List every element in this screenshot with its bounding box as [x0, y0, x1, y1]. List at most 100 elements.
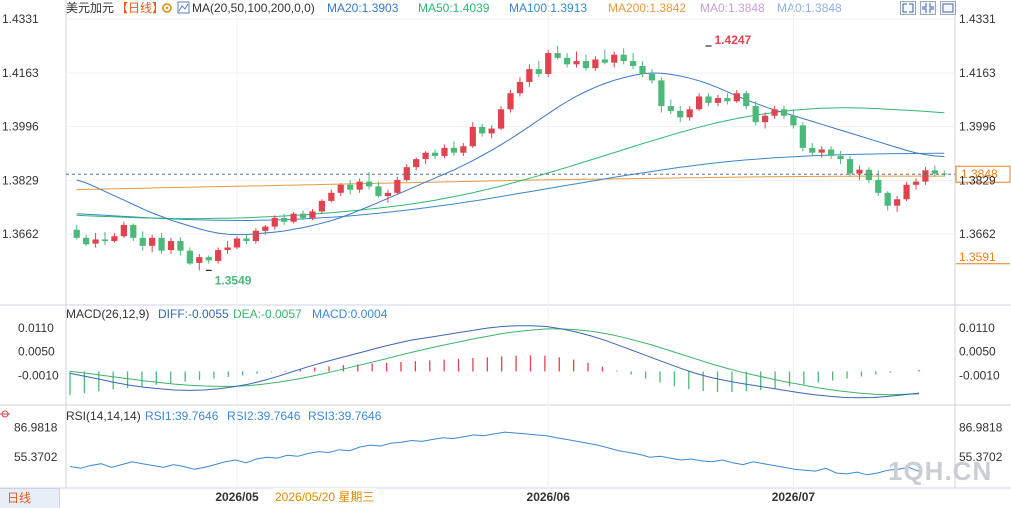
candle-body	[799, 125, 806, 148]
price-tick-label-right: 1.3662	[959, 227, 996, 241]
last-price-label: 1.3848	[961, 167, 998, 181]
candle-body	[139, 237, 146, 246]
candle-body	[516, 81, 524, 94]
extreme-value-label: 1.4247	[715, 33, 752, 47]
candle-body	[365, 181, 373, 187]
candle-body	[337, 184, 344, 193]
ma0-label-b: MA0:1.3848	[777, 1, 842, 15]
candle-body	[111, 236, 118, 242]
candle-body	[771, 109, 778, 116]
candle-body	[149, 237, 156, 246]
time-tick-label: 2026/06	[527, 490, 571, 504]
last-price-box	[955, 165, 1011, 183]
candle-body	[479, 126, 486, 134]
candle-body	[488, 128, 495, 134]
rsi1-label: RSI1:39.7646	[145, 409, 219, 423]
ma-params-label: MA(20,50,100,200,0,0)	[192, 1, 315, 15]
macd-tick-label-left: -0.0010	[18, 368, 59, 382]
crosshair-date-label: 2026/05/20 星期三	[273, 488, 377, 506]
candle-body	[912, 181, 920, 185]
candle-body	[158, 237, 165, 251]
candle-body	[563, 57, 571, 65]
candle-body	[828, 149, 835, 156]
secondary-price-label: 1.3591	[959, 250, 996, 264]
candle-body	[83, 237, 90, 245]
price-tick-label-left: 1.3996	[2, 120, 39, 134]
candle-body	[780, 109, 788, 116]
macd-dea-line	[69, 328, 920, 396]
candle-body	[922, 170, 929, 182]
rsi3-label: RSI3:39.7646	[308, 409, 382, 423]
candle-body	[714, 98, 722, 103]
price-tick-label-right: 1.4163	[959, 66, 996, 80]
candle-body	[460, 146, 467, 153]
macd-tick-label-right: 0.0110	[959, 321, 995, 335]
time-tick-label: 2026/05	[215, 490, 259, 504]
ma100-line	[76, 152, 945, 221]
candle-body	[469, 126, 476, 147]
rsi-tick-label-right: 55.3702	[959, 450, 1003, 464]
candle-body	[299, 213, 307, 218]
candle-body	[177, 241, 184, 251]
candle-body	[573, 61, 580, 65]
candle-body	[167, 241, 175, 251]
candle-body	[318, 200, 326, 212]
rsi-tick-label-left: 55.3702	[14, 450, 58, 464]
price-tick-label-left: 1.3662	[2, 227, 39, 241]
fullscreen-button[interactable]	[940, 1, 956, 15]
candle-body	[422, 152, 429, 160]
candle-body	[611, 54, 618, 63]
price-tick-label-left: 1.4331	[2, 12, 39, 26]
zoom-in-button[interactable]	[900, 1, 916, 15]
candle-body	[394, 179, 401, 193]
watermark-logo: 1QH.CN	[888, 456, 993, 486]
candle-body	[441, 147, 448, 156]
candle-body	[875, 179, 882, 193]
candle-body	[262, 226, 269, 231]
extreme-value-label: 1.3549	[215, 273, 252, 287]
candle-body	[252, 230, 259, 242]
candle-body	[639, 65, 646, 74]
ma200-label: MA200:1.3842	[608, 1, 686, 15]
candle-body	[894, 199, 901, 206]
zoom-fit-button[interactable]	[920, 1, 936, 15]
crosshair-icon[interactable]	[0, 410, 10, 418]
candle-body	[120, 224, 127, 237]
candle-body	[648, 73, 656, 81]
macd-tick-label-right: -0.0010	[959, 368, 1000, 382]
candle-body	[865, 169, 872, 180]
candle-body	[818, 149, 825, 153]
candle-body	[356, 181, 363, 190]
candle-body	[431, 152, 439, 156]
price-tick-label-right: 1.3829	[959, 173, 996, 187]
period-tab-daily[interactable]: 日线	[0, 488, 60, 508]
macd-tick-label-left: 0.0050	[18, 345, 55, 359]
instrument-title: 美元加元	[66, 1, 114, 15]
time-tick-label: 2026/07	[772, 490, 816, 504]
candle-body	[846, 159, 854, 174]
candle-body	[582, 61, 590, 69]
candle-body	[705, 96, 712, 103]
macd-tick-label-right: 0.0050	[959, 345, 996, 359]
candle-body	[413, 159, 420, 168]
candle-body	[271, 217, 278, 227]
candle-body	[695, 96, 703, 110]
rsi-tick-label-left: 86.9818	[14, 420, 58, 434]
ma-indicator-icon[interactable]	[177, 1, 190, 14]
ma200-line	[76, 175, 945, 191]
candle-body	[856, 169, 863, 174]
rsi-tick-label-right: 86.9818	[959, 420, 1003, 434]
candle-body	[507, 93, 514, 110]
candle-body	[752, 106, 759, 123]
macd-dea-label: DEA:-0.0057	[233, 307, 302, 321]
settings-icon[interactable]	[162, 3, 172, 13]
macd-layer	[69, 325, 920, 399]
rsi-params-label: RSI(14,14,14)	[66, 409, 141, 423]
axis-label-layer: 1.4331 1.4331 1.4163 1.4163 1.3996 1.3996 1.38…	[2, 12, 1003, 504]
candle-body	[205, 257, 212, 261]
candle-body	[224, 247, 231, 251]
macd-params-label: MACD(26,12,9)	[66, 307, 149, 321]
